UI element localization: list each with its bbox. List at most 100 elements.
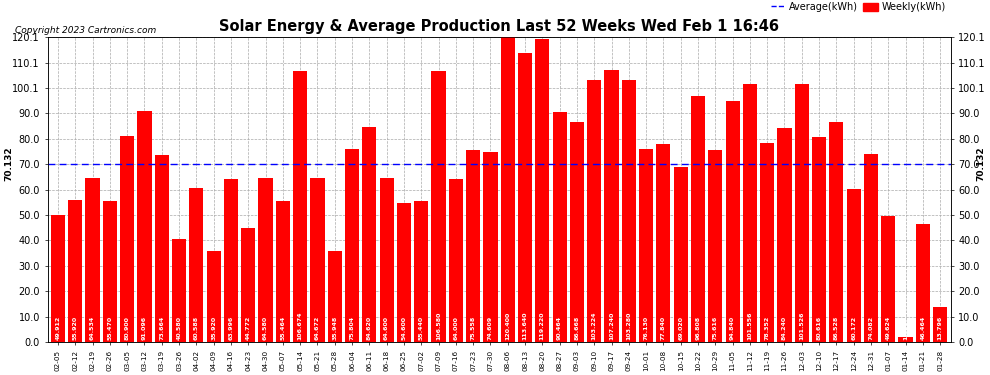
Bar	[397, 203, 411, 342]
Text: 64.672: 64.672	[315, 315, 320, 339]
Bar	[795, 84, 809, 342]
Bar	[242, 228, 255, 342]
Bar	[345, 149, 359, 342]
Text: 74.609: 74.609	[488, 315, 493, 339]
Text: 73.664: 73.664	[159, 315, 164, 339]
Text: 96.808: 96.808	[696, 315, 701, 339]
Bar	[536, 39, 549, 342]
Bar	[656, 144, 670, 342]
Bar	[120, 136, 135, 342]
Text: 54.600: 54.600	[401, 315, 407, 339]
Bar	[138, 111, 151, 342]
Bar	[466, 150, 480, 342]
Text: 91.096: 91.096	[142, 315, 147, 339]
Bar	[881, 216, 895, 342]
Text: 40.580: 40.580	[176, 315, 181, 339]
Bar	[154, 155, 169, 342]
Bar	[207, 251, 221, 342]
Bar	[812, 137, 827, 342]
Bar	[50, 215, 65, 342]
Text: 60.172: 60.172	[851, 315, 856, 339]
Text: 1.928: 1.928	[903, 320, 908, 339]
Bar	[85, 178, 100, 342]
Bar	[726, 101, 740, 342]
Text: 113.640: 113.640	[523, 311, 528, 339]
Text: 94.840: 94.840	[730, 315, 736, 339]
Text: 75.616: 75.616	[713, 315, 718, 339]
Text: 103.224: 103.224	[592, 311, 597, 339]
Bar	[777, 128, 792, 342]
Bar	[742, 84, 757, 342]
Bar	[362, 127, 376, 342]
Bar	[691, 96, 705, 342]
Text: 55.440: 55.440	[419, 315, 424, 339]
Bar	[483, 153, 498, 342]
Text: 60.588: 60.588	[194, 315, 199, 339]
Text: 101.556: 101.556	[747, 311, 752, 339]
Bar	[708, 150, 723, 342]
Text: 70.132: 70.132	[4, 147, 13, 181]
Text: 13.796: 13.796	[938, 315, 942, 339]
Text: 64.534: 64.534	[90, 315, 95, 339]
Text: 49.912: 49.912	[55, 315, 60, 339]
Bar	[622, 80, 636, 342]
Bar	[172, 239, 186, 342]
Bar	[570, 122, 584, 342]
Text: 107.240: 107.240	[609, 311, 614, 339]
Text: 35.920: 35.920	[211, 315, 216, 339]
Bar	[639, 148, 653, 342]
Bar	[605, 69, 619, 342]
Bar	[103, 201, 117, 342]
Bar	[934, 307, 947, 342]
Text: 86.668: 86.668	[574, 315, 579, 339]
Text: 64.000: 64.000	[453, 316, 458, 339]
Text: 120.400: 120.400	[505, 311, 510, 339]
Text: 55.464: 55.464	[280, 315, 285, 339]
Text: 101.526: 101.526	[799, 311, 804, 339]
Bar	[916, 224, 930, 342]
Text: 103.280: 103.280	[627, 311, 632, 339]
Bar	[846, 189, 860, 342]
Text: 75.804: 75.804	[349, 315, 354, 339]
Bar	[310, 178, 325, 342]
Bar	[224, 179, 238, 342]
Text: 70.132: 70.132	[976, 147, 986, 181]
Text: 64.600: 64.600	[384, 315, 389, 339]
Bar	[673, 166, 688, 342]
Text: 76.130: 76.130	[644, 315, 648, 339]
Text: 84.240: 84.240	[782, 315, 787, 339]
Text: 80.616: 80.616	[817, 315, 822, 339]
Text: 55.470: 55.470	[107, 315, 112, 339]
Text: 46.464: 46.464	[921, 315, 926, 339]
Bar	[414, 201, 429, 342]
Text: 80.900: 80.900	[125, 316, 130, 339]
Bar	[379, 178, 394, 342]
Bar	[830, 122, 843, 342]
Text: 49.624: 49.624	[886, 315, 891, 339]
Bar	[552, 112, 566, 342]
Text: 78.352: 78.352	[764, 315, 769, 339]
Text: 106.580: 106.580	[436, 311, 441, 339]
Text: 55.920: 55.920	[72, 315, 78, 339]
Bar	[68, 200, 82, 342]
Text: 44.772: 44.772	[246, 315, 250, 339]
Bar	[760, 143, 774, 342]
Bar	[518, 53, 532, 342]
Bar	[328, 251, 342, 342]
Text: 90.464: 90.464	[557, 315, 562, 339]
Text: 63.996: 63.996	[229, 315, 234, 339]
Text: 86.528: 86.528	[834, 315, 839, 339]
Legend: Average(kWh), Weekly(kWh): Average(kWh), Weekly(kWh)	[770, 2, 945, 12]
Bar	[258, 178, 272, 342]
Bar	[587, 80, 601, 342]
Text: 35.948: 35.948	[333, 315, 338, 339]
Text: 69.020: 69.020	[678, 315, 683, 339]
Text: 106.674: 106.674	[298, 311, 303, 339]
Bar	[899, 337, 913, 342]
Bar	[448, 179, 463, 342]
Bar	[864, 154, 878, 342]
Text: 119.220: 119.220	[540, 311, 545, 339]
Text: 75.558: 75.558	[470, 315, 475, 339]
Bar	[432, 71, 446, 342]
Title: Solar Energy & Average Production Last 52 Weeks Wed Feb 1 16:46: Solar Energy & Average Production Last 5…	[219, 19, 779, 34]
